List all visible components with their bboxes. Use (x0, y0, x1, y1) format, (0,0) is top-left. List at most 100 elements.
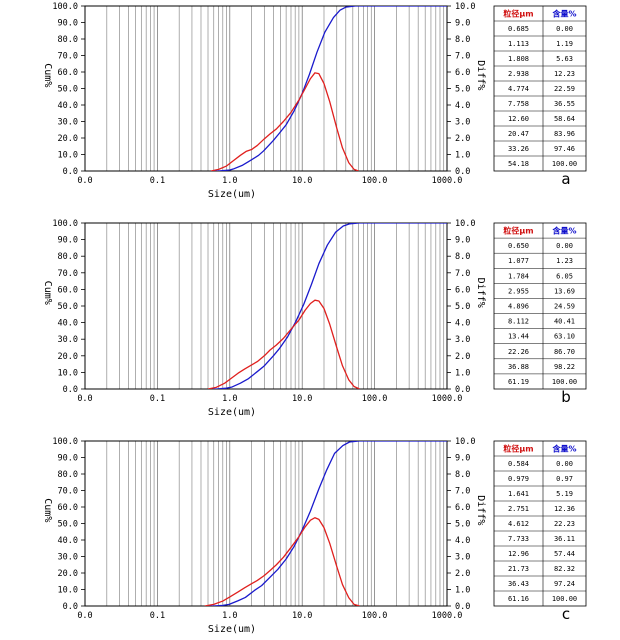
x-axis-label: Size(um) (208, 189, 256, 200)
y-right-axis-label: Diff% (475, 495, 486, 525)
y-left-tick-label: 100.0 (52, 219, 78, 229)
y-left-tick-label: 70.0 (58, 52, 78, 62)
table-cell-size: 33.26 (508, 145, 529, 153)
x-tick-label: 1.0 (222, 394, 237, 404)
y-right-tick-label: 10.0 (455, 2, 475, 12)
y-left-tick-label: 40.0 (58, 101, 78, 111)
y-right-tick-label: 2.0 (455, 569, 470, 579)
y-right-tick-label: 0.0 (455, 385, 470, 395)
x-tick-label: 1.0 (222, 611, 237, 621)
table-cell-content: 83.96 (554, 130, 575, 138)
y-left-tick-label: 100.0 (52, 437, 78, 447)
table-cell-size: 0.584 (508, 460, 529, 468)
x-tick-label: 10.0 (292, 394, 312, 404)
x-tick-label: 100.0 (362, 176, 388, 186)
x-tick-label: 0.0 (77, 176, 92, 186)
y-right-axis-label: Diff% (475, 60, 486, 90)
table-cell-content: 12.23 (554, 70, 575, 78)
y-left-axis-label: Cum% (42, 498, 53, 522)
y-right-tick-label: 3.0 (455, 118, 470, 128)
table-cell-size: 13.44 (508, 333, 529, 341)
table-cell-content: 22.23 (554, 520, 575, 528)
cumulative-series-line (213, 6, 447, 171)
y-left-tick-label: 50.0 (58, 85, 78, 95)
y-ticks (81, 5, 451, 172)
table-cell-content: 82.32 (554, 565, 575, 573)
y-right-tick-label: 3.0 (455, 335, 470, 345)
chart-panel-c: 0.0 10.0 20.0 30.0 40.0 50.0 60.0 70.0 80.0 90.0 1… (42, 437, 587, 635)
table-cell-size: 1.113 (508, 40, 529, 48)
y-right-tick-label: 8.0 (455, 252, 470, 262)
y-left-tick-label: 0.0 (63, 167, 78, 177)
vertical-grid (84, 441, 445, 606)
table-cell-content: 97.24 (554, 580, 575, 588)
x-tick-label: 100.0 (362, 394, 388, 404)
chart-panel-b: 0.0 10.0 20.0 30.0 40.0 50.0 60.0 70.0 80.0 90.0 1… (42, 219, 587, 418)
table-cell-content: 5.19 (556, 490, 573, 498)
y-left-tick-label: 40.0 (58, 536, 78, 546)
table-cell-content: 58.64 (554, 115, 575, 123)
y-right-tick-label: 4.0 (455, 536, 470, 546)
table-frame (493, 5, 587, 172)
table-cell-content: 40.41 (554, 318, 575, 326)
y-left-tick-label: 90.0 (58, 19, 78, 29)
size-distribution-table: 粒径µm 含量% 0.584 0.00 0.979 0.97 1.641 5.19 2.751 1… (493, 440, 587, 607)
y-right-tick-label: 8.0 (455, 35, 470, 45)
y-left-tick-label: 70.0 (58, 269, 78, 279)
table-frame (493, 440, 587, 607)
table-cell-content: 0.97 (556, 475, 573, 483)
table-cell-content: 98.22 (554, 363, 575, 371)
y-right-tick-label: 5.0 (455, 302, 470, 312)
table-cell-size: 12.96 (508, 550, 529, 558)
table-cell-size: 1.077 (508, 257, 529, 265)
table-cell-content: 12.36 (554, 505, 575, 513)
table-cell-content: 0.00 (556, 25, 573, 33)
panel-letter-a: a (561, 170, 570, 188)
table-cell-size: 20.47 (508, 130, 529, 138)
y-left-tick-label: 0.0 (63, 602, 78, 612)
table-cell-content: 100.00 (552, 378, 577, 386)
table-cell-size: 36.88 (508, 363, 529, 371)
vertical-grid (84, 6, 445, 171)
plot-frame (84, 440, 448, 607)
y-right-tick-label: 0.0 (455, 602, 470, 612)
y-right-tick-label: 5.0 (455, 520, 470, 530)
y-right-tick-label: 7.0 (455, 487, 470, 497)
y-right-tick-label: 1.0 (455, 586, 470, 596)
panel-letter-c: c (562, 605, 570, 623)
table-cell-content: 97.46 (554, 145, 575, 153)
y-right-tick-label: 8.0 (455, 470, 470, 480)
x-tick-label: 0.0 (77, 394, 92, 404)
x-tick-label: 1000.0 (432, 611, 463, 621)
y-left-tick-label: 30.0 (58, 118, 78, 128)
table-header-content: 含量% (552, 226, 576, 236)
y-right-tick-label: 2.0 (455, 352, 470, 362)
cumulative-series-line (209, 441, 447, 606)
table-cell-size: 22.26 (508, 348, 529, 356)
y-left-tick-label: 80.0 (58, 470, 78, 480)
y-left-tick-label: 80.0 (58, 252, 78, 262)
table-cell-size: 1.784 (508, 272, 529, 280)
y-left-tick-label: 90.0 (58, 454, 78, 464)
differential-series-line (207, 299, 360, 389)
chart-panel-a: 0.0 10.0 20.0 30.0 40.0 50.0 60.0 70.0 80.0 90.0 1… (42, 2, 587, 200)
y-right-tick-label: 3.0 (455, 553, 470, 563)
table-cell-content: 13.69 (554, 287, 575, 295)
y-left-tick-label: 20.0 (58, 134, 78, 144)
x-tick-label: 10.0 (292, 176, 312, 186)
table-header-size: 粒径µm (503, 444, 533, 454)
table-cell-size: 1.641 (508, 490, 529, 498)
y-right-axis-label: Diff% (475, 278, 486, 308)
table-cell-size: 61.16 (508, 595, 529, 603)
differential-series-line (204, 517, 360, 606)
y-right-tick-label: 4.0 (455, 319, 470, 329)
table-cell-size: 0.979 (508, 475, 529, 483)
size-distribution-table: 粒径µm 含量% 0.650 0.00 1.077 1.23 1.784 6.05 2.955 1… (493, 222, 587, 390)
y-left-tick-label: 20.0 (58, 569, 78, 579)
y-right-tick-label: 10.0 (455, 437, 475, 447)
table-cell-size: 0.685 (508, 25, 529, 33)
y-ticks (81, 222, 451, 390)
table-header-size: 粒径µm (503, 9, 533, 19)
y-right-tick-label: 1.0 (455, 368, 470, 378)
table-cell-size: 21.73 (508, 565, 529, 573)
